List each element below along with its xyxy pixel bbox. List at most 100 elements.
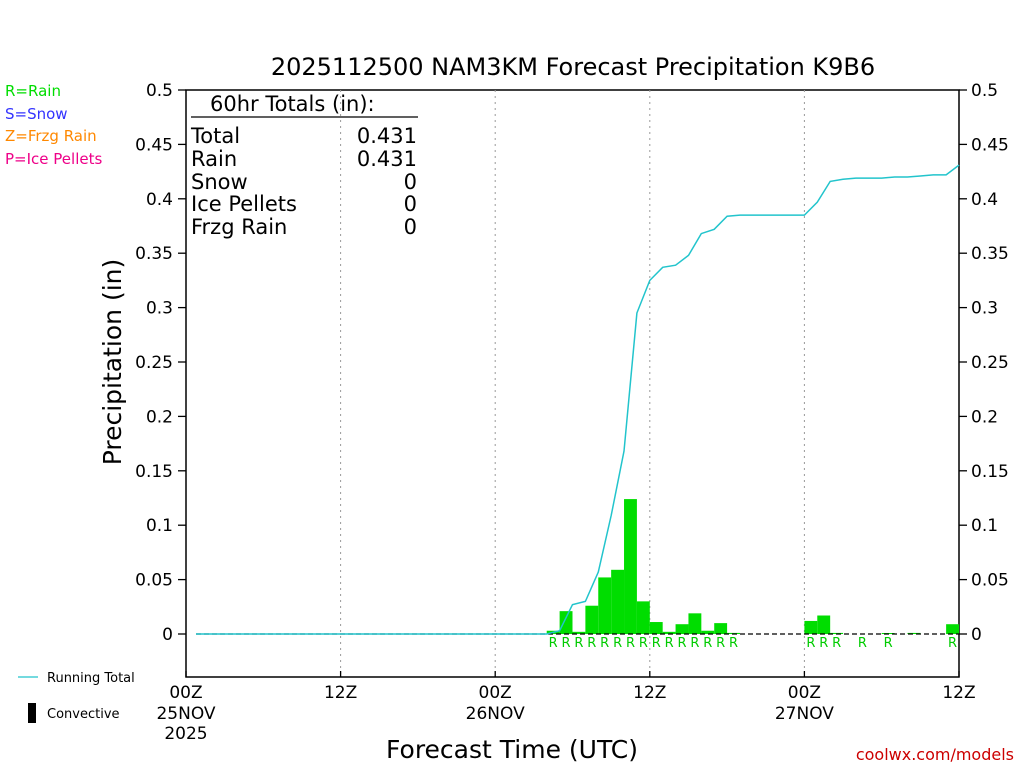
ptype-marker-38: R — [665, 636, 674, 651]
y-tick-right-label-9: 0.05 — [971, 571, 1009, 591]
totals-label-ice-pellets: Ice Pellets — [191, 192, 297, 216]
totals-value-rain: 0.431 — [357, 147, 417, 171]
y-tick-right-label-2: 0.4 — [971, 190, 998, 210]
y-tick-right-label-1: 0.45 — [971, 135, 1009, 155]
y-tick-right-label-5: 0.25 — [971, 353, 1009, 373]
precip-bar-37 — [649, 622, 663, 634]
y-tick-right-label-3: 0.35 — [971, 244, 1009, 264]
y-tick-right-label-8: 0.1 — [971, 516, 998, 536]
ptype-marker-50: R — [819, 636, 828, 651]
precip-bar-40 — [688, 613, 702, 634]
totals-label-rain: Rain — [191, 147, 237, 171]
ptype-marker-43: R — [729, 636, 738, 651]
y-tick-left-label-3: 0.35 — [135, 244, 173, 264]
y-tick-right-label-10: 0 — [971, 625, 982, 645]
ptype-marker-32: R — [587, 636, 596, 651]
running-total-series — [196, 164, 960, 635]
x-tick-date-0: 25NOV — [156, 704, 215, 724]
y-tick-left-label-10: 0 — [162, 625, 173, 645]
ptype-marker-29: R — [549, 636, 558, 651]
totals-label-snow: Snow — [191, 170, 248, 194]
x-tick-label-1: 12Z — [324, 683, 357, 703]
ptype-marker-55: R — [884, 636, 893, 651]
precip-bar-30 — [559, 611, 573, 634]
precip-bar-39 — [675, 624, 689, 634]
chart-title: 2025112500 NAM3KM Forecast Precipitation… — [271, 53, 875, 81]
y-axis-label: Precipitation (in) — [98, 259, 127, 466]
x-tick-label-2: 00Z — [479, 683, 512, 703]
totals-value-snow: 0 — [404, 170, 417, 194]
x-tick-date-4: 27NOV — [775, 704, 834, 724]
precip-bar-60 — [946, 624, 959, 634]
running-total-line — [196, 164, 960, 635]
hourly-precip-bars — [546, 499, 959, 634]
x-tick-label-5: 12Z — [942, 683, 975, 703]
ptype-marker-41: R — [703, 636, 712, 651]
ptype-marker-35: R — [626, 636, 635, 651]
credit-text: coolwx.com/models — [856, 745, 1014, 764]
totals-value-ice-pellets: 0 — [404, 192, 417, 216]
running-total-legend-label: Running Total — [47, 671, 135, 686]
precip-bar-35 — [624, 499, 637, 634]
y-tick-left-label-7: 0.15 — [135, 462, 173, 482]
ptype-marker-39: R — [677, 636, 686, 651]
ptype-marker-36: R — [639, 636, 648, 651]
ptype-marker-42: R — [716, 636, 725, 651]
y-tick-left-label-2: 0.4 — [146, 190, 173, 210]
y-tick-left-label-0: 0.5 — [146, 81, 173, 101]
ptype-marker-34: R — [613, 636, 622, 651]
legend-ice-pellets: P=Ice Pellets — [5, 150, 102, 168]
totals-header: 60hr Totals (in): — [210, 92, 375, 116]
plot-frame — [185, 89, 960, 678]
legend-snow: S=Snow — [5, 105, 68, 123]
convective-legend-swatch — [28, 703, 36, 723]
precip-bar-31 — [572, 631, 586, 634]
x-tick-year-0: 2025 — [164, 724, 207, 744]
y-tick-right-label-4: 0.3 — [971, 299, 998, 319]
precip-bar-34 — [611, 569, 625, 634]
gridlines — [340, 90, 805, 677]
totals-label-total: Total — [190, 124, 240, 148]
y-tick-right-label-0: 0.5 — [971, 81, 998, 101]
precip-bar-41 — [701, 630, 715, 634]
y-ticks-left: 0.5 0.45 0.4 0.35 0.3 0.25 0.2 0.15 0.1 0.05 0 — [135, 81, 186, 645]
y-tick-left-label-5: 0.25 — [135, 353, 173, 373]
legend-rain: R=Rain — [5, 82, 61, 100]
x-tick-label-0: 00Z — [169, 683, 202, 703]
totals-value-total: 0.431 — [357, 124, 417, 148]
ptype-marker-49: R — [806, 636, 815, 651]
totals-label-frzg-rain: Frzg Rain — [191, 215, 287, 239]
y-tick-right-label-6: 0.2 — [971, 407, 998, 427]
totals-box: 60hr Totals (in): Total 0.431 Rain 0.431… — [190, 92, 418, 239]
ptype-marker-31: R — [574, 636, 583, 651]
ptype-marker-37: R — [652, 636, 661, 651]
ptype-marker-40: R — [690, 636, 699, 651]
precip-bar-50 — [817, 615, 831, 634]
precip-bar-49 — [804, 620, 818, 634]
precip-bar-32 — [585, 605, 599, 634]
y-tick-left-label-8: 0.1 — [146, 516, 173, 536]
y-tick-left-label-9: 0.05 — [135, 571, 173, 591]
ptype-marker-53: R — [858, 636, 867, 651]
x-tick-date-2: 26NOV — [466, 704, 525, 724]
totals-value-frzg-rain: 0 — [404, 215, 417, 239]
precip-bar-42 — [714, 623, 728, 634]
ptype-marker-60: R — [948, 636, 957, 651]
x-tick-label-4: 00Z — [788, 683, 821, 703]
y-tick-right-label-7: 0.15 — [971, 462, 1009, 482]
y-ticks-right: 0.5 0.45 0.4 0.35 0.3 0.25 0.2 0.15 0.1 0.05 0 — [959, 81, 1009, 645]
ptype-marker-51: R — [832, 636, 841, 651]
x-axis-label: Forecast Time (UTC) — [386, 735, 638, 764]
ptype-marker-33: R — [600, 636, 609, 651]
y-tick-left-label-6: 0.2 — [146, 407, 173, 427]
precip-bar-36 — [636, 601, 650, 634]
precip-bar-33 — [598, 577, 612, 634]
y-tick-left-label-4: 0.3 — [146, 299, 173, 319]
y-tick-left-label-1: 0.45 — [135, 135, 173, 155]
legend-frzg-rain: Z=Frzg Rain — [5, 127, 97, 145]
ptype-marker-30: R — [562, 636, 571, 651]
precip-bar-57 — [907, 632, 921, 634]
